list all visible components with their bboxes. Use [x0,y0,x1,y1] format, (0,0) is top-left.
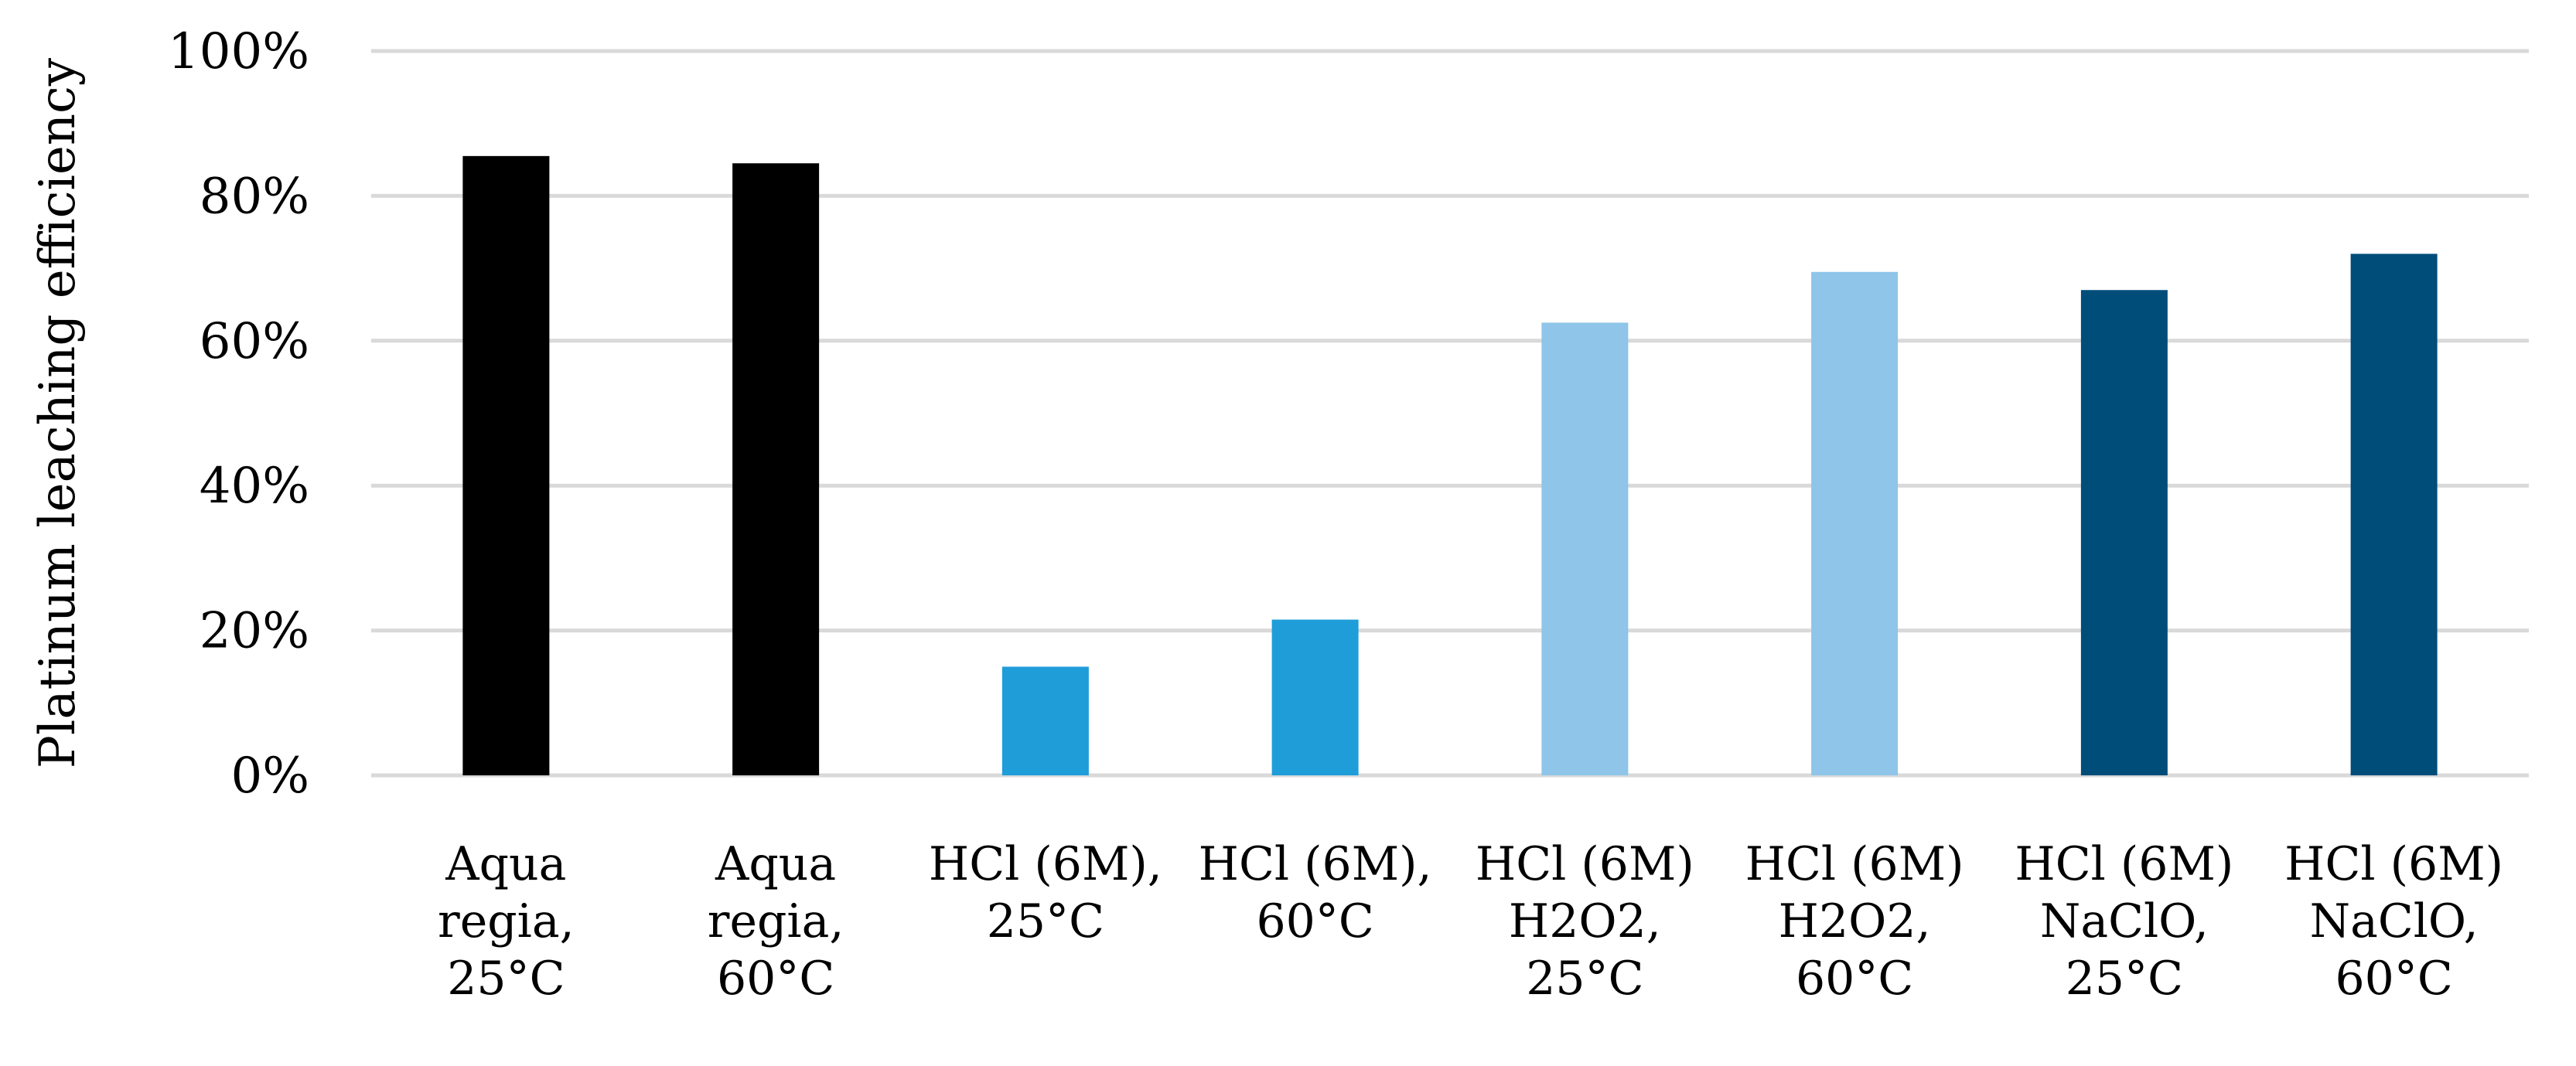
y-tick-label: 0% [230,748,309,805]
category-labels: Aqua regia, 25°C Aqua regia, 60°C HCl (6M), 25°… [438,837,2503,1006]
bar [1541,322,1629,775]
y-tick-label: 40% [200,458,309,515]
bar [1811,271,1899,775]
bar [1271,619,1359,775]
bar [462,155,550,776]
bars [462,155,2438,776]
gridlines [371,49,2529,778]
category-label: Aqua regia, 25°C [438,837,575,1006]
bar [2080,290,2168,776]
category-label: HCl (6M) NaClO, 25°C [2015,837,2233,1006]
y-axis-title: Platinum leaching efficiency [29,58,87,768]
category-label: HCl (6M) H2O2, 25°C [1476,837,1694,1006]
bar [2350,254,2438,775]
category-label: HCl (6M) H2O2, 60°C [1745,837,1964,1006]
category-label: HCl (6M), 60°C [1199,837,1432,949]
category-label: HCl (6M), 25°C [929,837,1162,949]
y-tick-label: 20% [200,603,309,660]
y-tick-labels: 0% 20% 40% 60% 80% 100% [168,23,309,805]
category-label: Aqua regia, 60°C [708,837,844,1006]
category-label: HCl (6M) NaClO, 60°C [2284,837,2503,1006]
bar [1001,666,1089,775]
y-tick-label: 60% [200,313,309,370]
bar [732,163,820,776]
y-tick-label: 100% [168,23,309,80]
y-tick-label: 80% [200,168,309,225]
